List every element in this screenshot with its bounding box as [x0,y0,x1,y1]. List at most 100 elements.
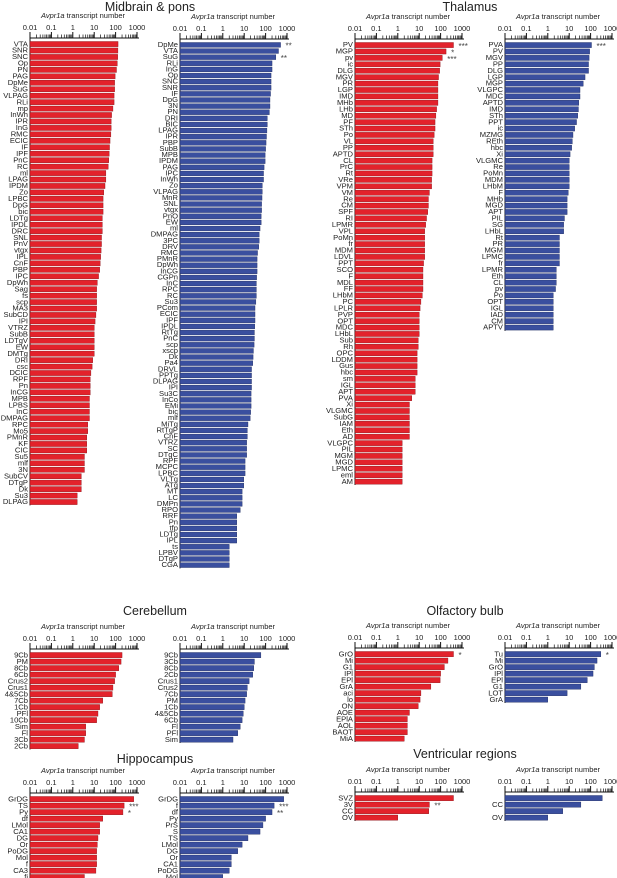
bar-1Cb [29,704,100,710]
bar-label: Sim [165,735,178,744]
bar-label: fs [22,291,28,300]
bar-fr [504,260,560,267]
bar-hbc [504,145,572,151]
bar-Po [354,132,435,138]
bar-label: RtTg [162,328,178,337]
bar-label: Re [493,162,503,171]
bar-label: DMTg [7,349,28,358]
bar-InCG [29,389,91,396]
bar-label: SVZ [338,793,353,802]
bar-fi [29,874,85,878]
bar-label: PoDG [7,846,28,855]
bar-label: PN [17,65,28,74]
significance-stars: *** [458,42,467,51]
bar-8Cb [29,665,119,671]
bar-IPI [179,385,252,391]
bar-GrDG [29,796,134,802]
bar-2Cb [29,743,79,749]
bar-label: RPF [13,375,29,384]
bar-label: IGL [341,380,353,389]
bar-APTV [504,324,554,331]
bar-label: Crus1 [8,683,28,692]
bar-label: 9Cb [164,650,178,659]
bar-RPF [29,376,91,383]
bar-label: PMnR [7,433,29,442]
x-tick-label: 0.1 [521,633,531,642]
bar-PnC [179,336,255,342]
bar-label: LPMC [482,252,504,261]
bar-Mo5 [29,428,88,434]
section-title: Hippocampus [117,752,193,766]
bar-PoDG [29,848,97,854]
bar-EMi [179,403,252,409]
bar-VLPAG [179,189,263,195]
x-tick-label: 1000 [604,24,617,33]
bar-label: Mo5 [13,426,28,435]
bar-label: RMC [11,130,29,139]
bar-PR [504,241,560,247]
bar-label: LHbM [333,291,353,300]
bar-label: DLPAG [3,497,28,506]
bar-APT [354,388,416,395]
bar-label: DpWh [7,278,28,287]
bar-label: VLGPC [327,438,353,447]
bar-RPC [29,421,88,428]
bar-Mi [354,657,449,664]
bar-ts [179,544,230,550]
bar-label: CL [493,278,503,287]
bar-label: Crus1 [158,676,178,685]
bar-DTgC [179,452,247,458]
bar-PM [179,697,246,704]
bar-label: EMi [165,401,178,410]
section-title: Ventricular regions [413,747,517,761]
bar-label: IAM [339,419,353,428]
bar-IPDM [29,183,106,189]
bar-label: SubCV [4,471,29,480]
bar-label: mlf [18,459,29,468]
bar-LPMC [354,466,403,472]
bar-label: CGA [162,560,179,569]
bar-label: scp [166,340,178,349]
bar-MPB [29,396,90,402]
x-axis-label: Avpr1a transcript number [365,765,451,774]
bar-PBP [29,267,100,273]
bar-label: InCG [10,388,28,397]
bar-LPBC [29,196,104,202]
bar-label: Rt [495,233,503,242]
bar-6Cb [29,671,116,678]
bar-LDTgV [29,338,95,344]
x-tick-label: 100 [434,24,447,33]
bar-label: SNR [12,46,29,55]
bar-3N [179,103,271,109]
x-tick-label: 0.1 [196,24,206,33]
x-tick-label: 1000 [454,633,471,642]
bar-label: MPB [12,394,28,403]
bar-PoDG [179,867,230,874]
bar-IPL [29,254,101,260]
bar-label: DRI [165,113,178,122]
bar-label: IPl [344,669,353,678]
bar-Crus2 [29,678,115,684]
bar-label: ml [20,168,28,177]
x-tick-label: 0.1 [196,778,206,787]
bar-Gus [354,363,418,369]
bar-label: Su5 [14,452,28,461]
x-tick-label: 0.1 [46,634,56,643]
bar-Mol [29,854,97,861]
bar-ic [504,125,575,132]
bar-GrO [354,651,454,657]
bar-label: IPR [165,132,178,141]
bar-InWh [29,112,112,118]
bar-label: MGM [484,246,503,255]
bar-label: SG [492,220,503,229]
bar-label: PnC [163,334,178,343]
x-tick-label: 1 [71,778,75,787]
bar-VPL [354,228,425,234]
bar-hbc [354,369,418,376]
bar-label: RC [17,162,28,171]
bar-label: DG [167,846,178,855]
bar-label: Po [494,291,503,300]
bar-label: Eth [342,425,353,434]
bar-label: IPI [19,317,28,326]
bar-InWh [179,176,264,183]
